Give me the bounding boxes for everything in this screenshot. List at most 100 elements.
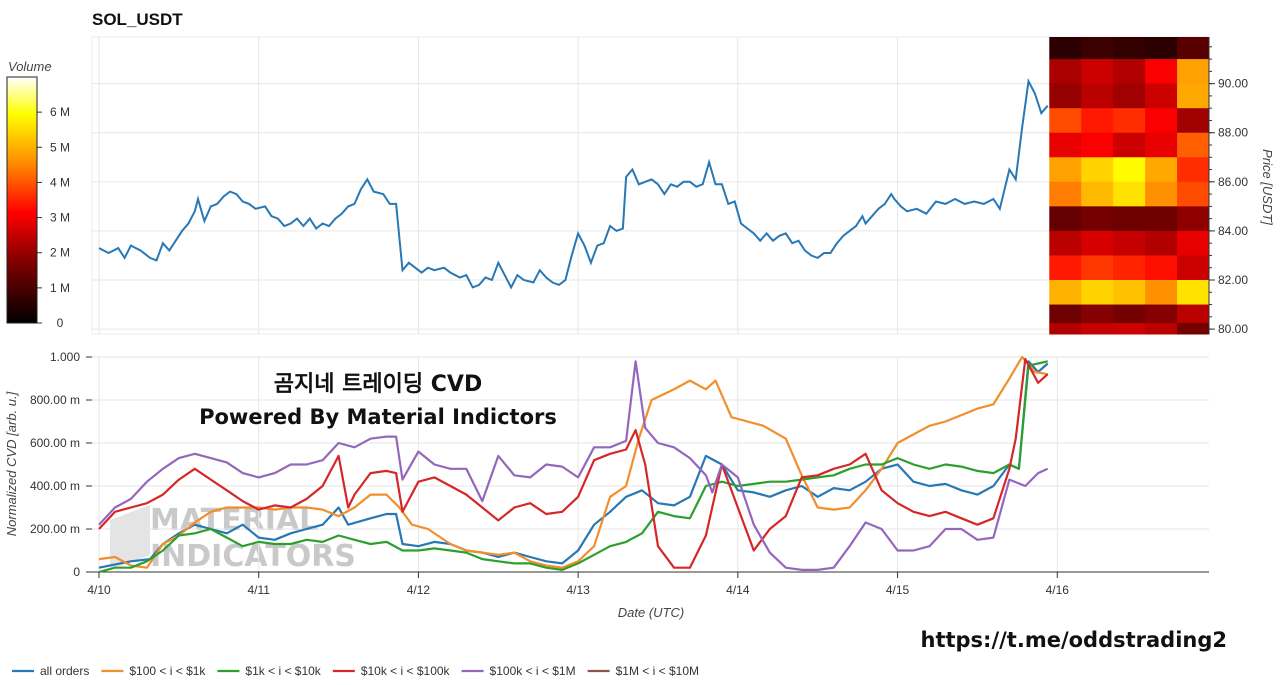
heatmap-cell — [1113, 181, 1146, 207]
price-tick-label: 86.00 — [1218, 175, 1248, 189]
price-panel: 80.00 82.00 84.00 86.00 88.00 90.00 Price [US… — [91, 36, 1275, 336]
date-tick-label: 4/12 — [407, 583, 431, 597]
heatmap-cell — [1081, 181, 1114, 207]
legend-label: $1M < i < $10M — [616, 664, 699, 678]
heatmap-cell — [1081, 83, 1114, 109]
heatmap-cell — [1049, 157, 1082, 183]
date-tick-label: 4/11 — [247, 583, 270, 597]
heatmap-cell — [1145, 108, 1178, 134]
colorbar-tick-label: 0 — [57, 316, 64, 330]
heatmap-cell — [1177, 83, 1210, 109]
heatmap-cell — [1145, 304, 1178, 324]
series-line--100k-i-1m — [98, 360, 1049, 571]
price-line — [98, 77, 1049, 290]
heatmap-cell — [1049, 255, 1082, 281]
heatmap-cell — [1081, 206, 1114, 232]
heatmap-cell — [1081, 255, 1114, 281]
heatmap-cell — [1145, 59, 1178, 85]
colorbar-tick-label: 6 M — [50, 105, 70, 119]
heatmap-cell — [1081, 280, 1114, 306]
heatmap-cell — [1145, 280, 1178, 306]
heatmap-cell — [1113, 255, 1146, 281]
heatmap-cell — [1049, 230, 1082, 256]
date-tick-label: 4/15 — [886, 583, 910, 597]
colorbar-tick-label: 5 M — [50, 140, 70, 154]
colorbar-label: Volume — [8, 59, 52, 74]
date-tick-label: 4/10 — [87, 583, 111, 597]
heatmap-cell — [1049, 280, 1082, 306]
watermark-line-1: 곰지네 트레이딩 CVD — [274, 372, 482, 397]
heatmap-cell — [1177, 157, 1210, 183]
colorbar-ticks: 0 1 M 2 M 3 M 4 M 5 M 6 M — [37, 105, 70, 330]
price-tick-label: 80.00 — [1218, 322, 1248, 336]
heatmap-cell — [1081, 37, 1114, 60]
cvd-tick-label: 0 — [73, 565, 80, 579]
cvd-tick-label: 800.00 m — [30, 393, 80, 407]
cvd-panel: MATERIAL INDICATORS 0 200.00 m 400.00 m 600… — [4, 350, 1209, 620]
colorbar-tick-label: 4 M — [50, 175, 70, 189]
logo-line-1: MATERIAL — [150, 503, 318, 538]
price-tick-label: 88.00 — [1218, 126, 1248, 140]
heatmap-cell — [1177, 322, 1210, 335]
heatmap-cell — [1145, 83, 1178, 109]
heatmap-cell — [1049, 132, 1082, 158]
legend-label: $100k < i < $1M — [490, 664, 576, 678]
heatmap-cell — [1113, 206, 1146, 232]
heatmap-cell — [1081, 230, 1114, 256]
price-grid — [91, 36, 1210, 335]
heatmap-cell — [1113, 230, 1146, 256]
heatmap-cell — [1081, 304, 1114, 324]
date-axis-ticks: 4/10 4/11 4/12 4/13 4/14 4/15 4/16 — [87, 572, 1069, 597]
cvd-tick-label: 1.000 — [50, 350, 80, 364]
colorbar-tick-label: 1 M — [50, 281, 70, 295]
heatmap-cell — [1145, 322, 1178, 335]
series-line--1k-i-10k — [98, 360, 1048, 574]
heatmap-cell — [1177, 230, 1210, 256]
price-tick-label: 84.00 — [1218, 224, 1248, 238]
heatmap-cell — [1177, 132, 1210, 158]
heatmap-cell — [1145, 255, 1178, 281]
heatmap-cell — [1113, 108, 1146, 134]
heatmap-cell — [1113, 280, 1146, 306]
date-tick-label: 4/16 — [1046, 583, 1070, 597]
heatmap-cell — [1145, 206, 1178, 232]
legend-label: $100 < i < $1k — [129, 664, 206, 678]
series-line--10k-i-100k — [98, 358, 1049, 569]
heatmap-cell — [1145, 157, 1178, 183]
cvd-tick-label: 400.00 m — [30, 479, 80, 493]
volume-heatmap — [1049, 37, 1210, 335]
series-line--100-i-1k — [98, 355, 1048, 569]
heatmap-cell — [1177, 181, 1210, 207]
cvd-tick-label: 600.00 m — [30, 436, 80, 450]
heatmap-cell — [1113, 59, 1146, 85]
telegram-link[interactable]: https://t.me/oddstrading2 — [921, 628, 1228, 652]
heatmap-cell — [1113, 157, 1146, 183]
heatmap-cell — [1145, 132, 1178, 158]
heatmap-cell — [1113, 322, 1146, 335]
heatmap-cell — [1049, 304, 1082, 324]
heatmap-cell — [1049, 37, 1082, 60]
price-axis-ticks: 80.00 82.00 84.00 86.00 88.00 90.00 — [1209, 46, 1248, 336]
heatmap-cell — [1049, 322, 1082, 335]
heatmap-cell — [1081, 108, 1114, 134]
logo-line-2: INDICATORS — [150, 539, 356, 574]
heatmap-cell — [1177, 108, 1210, 134]
cvd-axis-ticks: 0 200.00 m 400.00 m 600.00 m 800.00 m 1.000 — [30, 350, 92, 579]
heatmap-cell — [1049, 108, 1082, 134]
cvd-axis-label: Normalized CVD [arb. u.] — [4, 391, 19, 536]
legend-label: $10k < i < $100k — [361, 664, 451, 678]
colorbar-tick-label: 3 M — [50, 211, 70, 225]
cvd-tick-label: 200.00 m — [30, 522, 80, 536]
legend-label: all orders — [40, 664, 89, 678]
heatmap-cell — [1113, 132, 1146, 158]
heatmap-cell — [1081, 59, 1114, 85]
legend-label: $1k < i < $10k — [245, 664, 321, 678]
heatmap-cell — [1081, 132, 1114, 158]
date-axis-label: Date (UTC) — [618, 605, 684, 620]
heatmap-cell — [1081, 157, 1114, 183]
date-tick-label: 4/14 — [726, 583, 750, 597]
chart-title: SOL_USDT — [92, 10, 183, 29]
heatmap-cell — [1177, 280, 1210, 306]
heatmap-cell — [1177, 255, 1210, 281]
